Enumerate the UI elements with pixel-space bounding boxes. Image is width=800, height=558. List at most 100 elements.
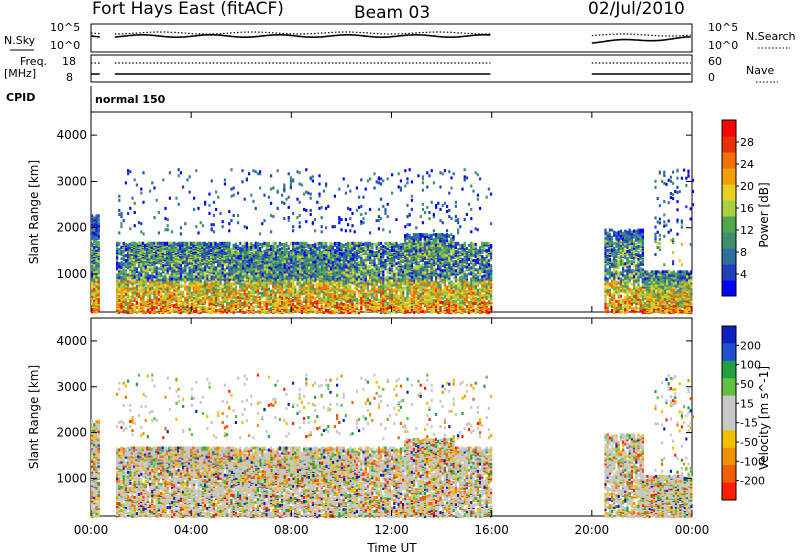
range-cell [171, 263, 173, 266]
range-cell [325, 242, 327, 245]
range-cell [125, 259, 127, 262]
range-cell [197, 272, 199, 275]
range-cell [162, 275, 164, 278]
range-cell [98, 241, 100, 244]
range-cell [307, 244, 309, 247]
nsky-panel-frame [91, 24, 692, 52]
range-cell [252, 291, 254, 294]
range-cell [349, 242, 351, 245]
range-cell [354, 242, 356, 245]
range-cell [354, 304, 356, 307]
range-cell [318, 308, 320, 311]
range-cell [343, 303, 345, 306]
range-cell [318, 242, 320, 245]
range-cell [356, 247, 358, 250]
range-cell [257, 299, 259, 302]
range-cell [380, 276, 382, 279]
range-cell [351, 300, 353, 303]
range-cell [343, 244, 345, 247]
range-cell [378, 247, 380, 250]
range-cell [246, 284, 248, 287]
range-cell [162, 264, 164, 267]
range-cell [378, 299, 380, 302]
range-cell [270, 245, 272, 248]
range-cell [93, 232, 95, 235]
range-cell [259, 283, 261, 286]
range-cell [358, 261, 360, 264]
range-cell [314, 243, 316, 246]
range-cell [200, 299, 202, 302]
range-cell [98, 260, 100, 263]
range-cell [288, 309, 290, 312]
range-cell [365, 242, 367, 245]
range-cell [189, 303, 191, 306]
range-cell [382, 295, 384, 298]
range-cell [312, 302, 314, 305]
nsky-label: N.Sky [4, 34, 36, 47]
range-cell [189, 266, 191, 269]
range-cell [193, 274, 195, 277]
range-cell [327, 309, 329, 312]
range-cell [217, 303, 219, 306]
range-cell [204, 306, 206, 309]
range-cell [325, 298, 327, 301]
nave-label: Nave [746, 64, 774, 77]
range-cell [321, 287, 323, 290]
range-cell [270, 307, 272, 310]
range-cell [343, 288, 345, 291]
range-cell [224, 306, 226, 309]
range-cell [338, 294, 340, 297]
range-cell [171, 292, 173, 295]
range-cell [91, 287, 93, 290]
range-cell [365, 256, 367, 259]
range-cell [123, 257, 125, 260]
range-cell [127, 273, 129, 276]
range-cell [351, 247, 353, 250]
range-cell [380, 246, 382, 249]
range-cell [149, 305, 151, 308]
range-cell [206, 278, 208, 281]
range-cell [299, 292, 301, 295]
range-cell [217, 263, 219, 266]
range-cell [195, 275, 197, 278]
range-cell [197, 290, 199, 293]
range-cell [303, 242, 305, 245]
range-cell [149, 311, 151, 314]
range-cell [197, 265, 199, 268]
range-cell [338, 242, 340, 245]
range-cell [120, 286, 122, 289]
range-cell [233, 288, 235, 291]
range-cell [153, 281, 155, 284]
range-cell [274, 282, 276, 285]
range-cell [206, 295, 208, 298]
range-cell [365, 264, 367, 267]
range-cell [327, 297, 329, 300]
range-cell [160, 279, 162, 282]
range-cell [123, 242, 125, 245]
range-cell [134, 271, 136, 274]
range-cell [208, 266, 210, 269]
range-cell [149, 295, 151, 298]
range-cell [195, 283, 197, 286]
range-cell [314, 297, 316, 300]
range-cell [241, 248, 243, 251]
range-cell [164, 272, 166, 275]
range-cell [294, 291, 296, 294]
range-cell [354, 291, 356, 294]
range-cell [327, 285, 329, 288]
range-cell [215, 266, 217, 269]
range-cell [136, 306, 138, 309]
range-cell [145, 301, 147, 304]
range-cell [345, 282, 347, 285]
range-cell [138, 278, 140, 281]
range-cell [382, 288, 384, 291]
range-cell [292, 303, 294, 306]
range-cell [270, 297, 272, 300]
range-cell [171, 309, 173, 312]
range-cell [208, 283, 210, 286]
range-cell [138, 302, 140, 305]
range-cell [202, 267, 204, 270]
range-cell [182, 285, 184, 288]
range-cell [93, 246, 95, 249]
range-cell [233, 308, 235, 311]
